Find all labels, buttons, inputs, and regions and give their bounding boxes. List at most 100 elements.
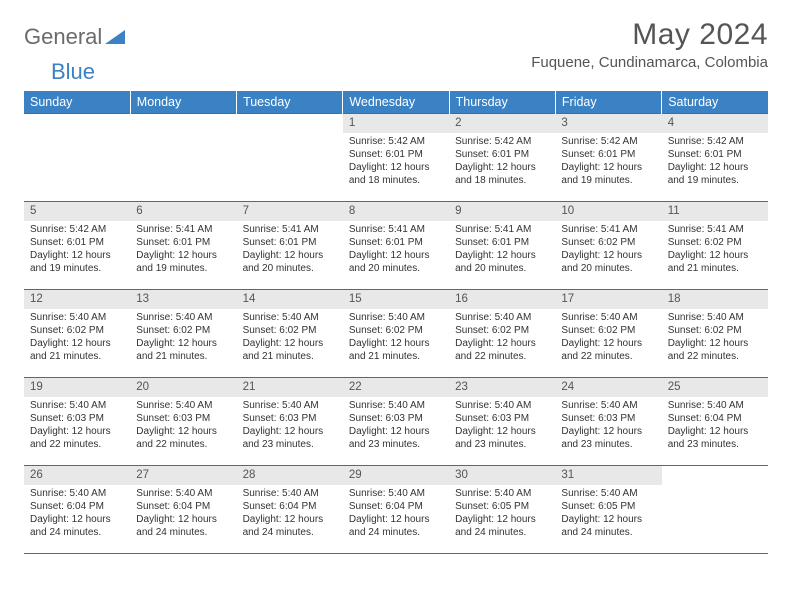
day-number: 7 (237, 202, 343, 221)
day-number: 8 (343, 202, 449, 221)
calendar-day-cell: 17Sunrise: 5:40 AMSunset: 6:02 PMDayligh… (555, 290, 661, 378)
calendar-day-cell: 28Sunrise: 5:40 AMSunset: 6:04 PMDayligh… (237, 466, 343, 554)
day-number: 1 (343, 114, 449, 133)
calendar-day-cell: 22Sunrise: 5:40 AMSunset: 6:03 PMDayligh… (343, 378, 449, 466)
day-content: Sunrise: 5:40 AMSunset: 6:05 PMDaylight:… (555, 485, 661, 543)
day-content: Sunrise: 5:40 AMSunset: 6:02 PMDaylight:… (343, 309, 449, 367)
calendar-day-cell: 6Sunrise: 5:41 AMSunset: 6:01 PMDaylight… (130, 202, 236, 290)
weekday-header: Sunday (24, 91, 130, 114)
day-number: 19 (24, 378, 130, 397)
weekday-header: Monday (130, 91, 236, 114)
calendar-day-cell: 23Sunrise: 5:40 AMSunset: 6:03 PMDayligh… (449, 378, 555, 466)
calendar-day-cell: 29Sunrise: 5:40 AMSunset: 6:04 PMDayligh… (343, 466, 449, 554)
calendar-day-cell: 26Sunrise: 5:40 AMSunset: 6:04 PMDayligh… (24, 466, 130, 554)
calendar-day-cell: 19Sunrise: 5:40 AMSunset: 6:03 PMDayligh… (24, 378, 130, 466)
calendar-day-cell (130, 114, 236, 202)
calendar-week-row: 19 Sunrise: 5:40 AMSunset: 6:03 PMDayligh… (24, 378, 768, 466)
day-number: 16 (449, 290, 555, 309)
calendar-day-cell: 27Sunrise: 5:40 AMSunset: 6:04 PMDayligh… (130, 466, 236, 554)
day-number: 3 (555, 114, 661, 133)
calendar-day-cell: 4Sunrise: 5:42 AMSunset: 6:01 PMDaylight… (662, 114, 768, 202)
calendar-day-cell: 10Sunrise: 5:41 AMSunset: 6:02 PMDayligh… (555, 202, 661, 290)
day-content: Sunrise: 5:41 AMSunset: 6:02 PMDaylight:… (662, 221, 768, 279)
day-content: Sunrise: 5:40 AMSunset: 6:02 PMDaylight:… (24, 309, 130, 367)
day-content: Sunrise: 5:42 AMSunset: 6:01 PMDaylight:… (555, 133, 661, 191)
day-content: Sunrise: 5:40 AMSunset: 6:05 PMDaylight:… (449, 485, 555, 543)
calendar-day-cell: 30Sunrise: 5:40 AMSunset: 6:05 PMDayligh… (449, 466, 555, 554)
day-number: 5 (24, 202, 130, 221)
day-number: 22 (343, 378, 449, 397)
day-number: 28 (237, 466, 343, 485)
day-content: Sunrise: 5:41 AMSunset: 6:01 PMDaylight:… (237, 221, 343, 279)
day-content: Sunrise: 5:40 AMSunset: 6:03 PMDaylight:… (555, 397, 661, 455)
month-title: May 2024 (531, 18, 768, 52)
logo-blue-text: Blue (51, 59, 792, 85)
weekday-header: Friday (555, 91, 661, 114)
day-number: 27 (130, 466, 236, 485)
day-content: Sunrise: 5:40 AMSunset: 6:03 PMDaylight:… (343, 397, 449, 455)
calendar-week-row: 1Sunrise: 5:42 AMSunset: 6:01 PMDaylight… (24, 114, 768, 202)
day-number: 24 (555, 378, 661, 397)
weekday-header: Thursday (449, 91, 555, 114)
day-number: 31 (555, 466, 661, 485)
calendar-week-row: 5Sunrise: 5:42 AMSunset: 6:01 PMDaylight… (24, 202, 768, 290)
calendar-day-cell: 31Sunrise: 5:40 AMSunset: 6:05 PMDayligh… (555, 466, 661, 554)
day-number: 11 (662, 202, 768, 221)
day-number: 14 (237, 290, 343, 309)
calendar-day-cell (237, 114, 343, 202)
logo: General (24, 18, 125, 50)
day-number: 25 (662, 378, 768, 397)
calendar-day-cell: 8Sunrise: 5:41 AMSunset: 6:01 PMDaylight… (343, 202, 449, 290)
calendar-day-cell: 12Sunrise: 5:40 AMSunset: 6:02 PMDayligh… (24, 290, 130, 378)
day-number: 29 (343, 466, 449, 485)
day-number: 13 (130, 290, 236, 309)
calendar-table: SundayMondayTuesdayWednesdayThursdayFrid… (24, 91, 768, 554)
calendar-day-cell: 20Sunrise: 5:40 AMSunset: 6:03 PMDayligh… (130, 378, 236, 466)
calendar-day-cell (24, 114, 130, 202)
day-content: Sunrise: 5:40 AMSunset: 6:04 PMDaylight:… (24, 485, 130, 543)
day-number: 4 (662, 114, 768, 133)
calendar-day-cell: 13Sunrise: 5:40 AMSunset: 6:02 PMDayligh… (130, 290, 236, 378)
day-number: 9 (449, 202, 555, 221)
calendar-day-cell (662, 466, 768, 554)
day-content: Sunrise: 5:40 AMSunset: 6:02 PMDaylight:… (130, 309, 236, 367)
day-number: 26 (24, 466, 130, 485)
day-number: 6 (130, 202, 236, 221)
day-content: Sunrise: 5:41 AMSunset: 6:02 PMDaylight:… (555, 221, 661, 279)
day-content: Sunrise: 5:40 AMSunset: 6:04 PMDaylight:… (237, 485, 343, 543)
weekday-header: Saturday (662, 91, 768, 114)
day-content: Sunrise: 5:40 AMSunset: 6:02 PMDaylight:… (662, 309, 768, 367)
calendar-day-cell: 25Sunrise: 5:40 AMSunset: 6:04 PMDayligh… (662, 378, 768, 466)
day-content: Sunrise: 5:40 AMSunset: 6:03 PMDaylight:… (449, 397, 555, 455)
calendar-day-cell: 18Sunrise: 5:40 AMSunset: 6:02 PMDayligh… (662, 290, 768, 378)
calendar-day-cell: 1Sunrise: 5:42 AMSunset: 6:01 PMDaylight… (343, 114, 449, 202)
day-content: Sunrise: 5:42 AMSunset: 6:01 PMDaylight:… (343, 133, 449, 191)
day-number: 15 (343, 290, 449, 309)
day-content: Sunrise: 5:42 AMSunset: 6:01 PMDaylight:… (449, 133, 555, 191)
day-content: Sunrise: 5:40 AMSunset: 6:04 PMDaylight:… (343, 485, 449, 543)
logo-triangle-icon (105, 24, 125, 50)
day-number: 21 (237, 378, 343, 397)
day-number: 20 (130, 378, 236, 397)
calendar-day-cell: 11Sunrise: 5:41 AMSunset: 6:02 PMDayligh… (662, 202, 768, 290)
calendar-day-cell: 7Sunrise: 5:41 AMSunset: 6:01 PMDaylight… (237, 202, 343, 290)
day-content: Sunrise: 5:42 AMSunset: 6:01 PMDaylight:… (24, 221, 130, 279)
day-number: 10 (555, 202, 661, 221)
calendar-day-cell: 2Sunrise: 5:42 AMSunset: 6:01 PMDaylight… (449, 114, 555, 202)
day-content: Sunrise: 5:40 AMSunset: 6:04 PMDaylight:… (130, 485, 236, 543)
calendar-day-cell: 15Sunrise: 5:40 AMSunset: 6:02 PMDayligh… (343, 290, 449, 378)
calendar-day-cell: 16Sunrise: 5:40 AMSunset: 6:02 PMDayligh… (449, 290, 555, 378)
weekday-header: Tuesday (237, 91, 343, 114)
day-content: Sunrise: 5:40 AMSunset: 6:03 PMDaylight:… (237, 397, 343, 455)
day-number: 17 (555, 290, 661, 309)
calendar-week-row: 26Sunrise: 5:40 AMSunset: 6:04 PMDayligh… (24, 466, 768, 554)
day-number: 2 (449, 114, 555, 133)
day-content: Sunrise: 5:41 AMSunset: 6:01 PMDaylight:… (343, 221, 449, 279)
calendar-day-cell: 9Sunrise: 5:41 AMSunset: 6:01 PMDaylight… (449, 202, 555, 290)
weekday-header: Wednesday (343, 91, 449, 114)
day-content: Sunrise: 5:40 AMSunset: 6:02 PMDaylight:… (449, 309, 555, 367)
calendar-day-cell: 5Sunrise: 5:42 AMSunset: 6:01 PMDaylight… (24, 202, 130, 290)
day-content: Sunrise: 5:41 AMSunset: 6:01 PMDaylight:… (449, 221, 555, 279)
day-number: 12 (24, 290, 130, 309)
calendar-day-cell: 24Sunrise: 5:40 AMSunset: 6:03 PMDayligh… (555, 378, 661, 466)
